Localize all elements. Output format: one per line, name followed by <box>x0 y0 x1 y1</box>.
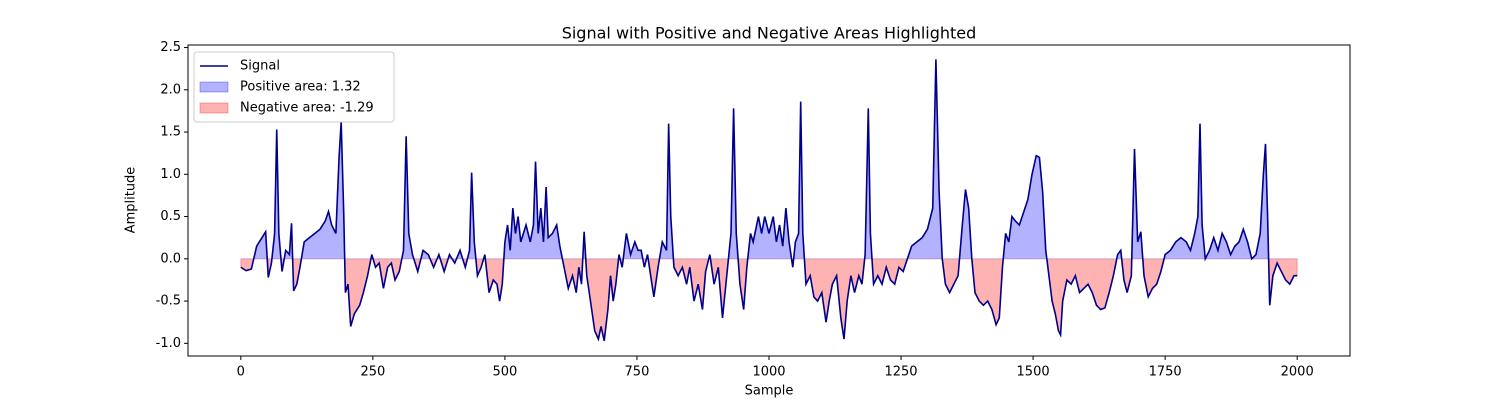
x-tick-label: 1750 <box>1149 365 1182 380</box>
x-tick-label: 1000 <box>752 365 785 380</box>
legend-label: Positive area: 1.32 <box>240 80 361 95</box>
x-tick-label: 500 <box>492 365 517 380</box>
x-tick-label: 1500 <box>1017 365 1050 380</box>
x-tick-label: 0 <box>237 365 245 380</box>
y-tick-label: 1.0 <box>160 167 181 182</box>
legend-swatch <box>199 102 229 114</box>
fill-area <box>240 258 1298 341</box>
y-tick-label: 0.0 <box>160 251 181 266</box>
y-tick-label: 2.0 <box>160 82 181 97</box>
axes-frame <box>187 44 1351 357</box>
y-tick-label: -0.5 <box>156 294 181 309</box>
chart-title: Signal with Positive and Negative Areas … <box>562 24 977 43</box>
signal-line <box>240 59 1298 342</box>
x-tick-label: 750 <box>625 365 650 380</box>
y-tick-label: 2.5 <box>160 40 181 55</box>
legend-label: Signal <box>240 59 280 74</box>
x-tick-label: 250 <box>360 365 385 380</box>
y-axis-label: Amplitude <box>124 167 139 234</box>
legend-label: Negative area: -1.29 <box>240 101 374 116</box>
legend-box <box>193 51 395 123</box>
x-axis-label: Sample <box>745 384 794 399</box>
x-tick-label: 2000 <box>1281 365 1314 380</box>
y-tick-label: -1.0 <box>156 336 181 351</box>
x-tick-label: 1250 <box>884 365 917 380</box>
fill-area <box>240 59 1298 259</box>
legend-swatch <box>199 81 229 93</box>
y-tick-label: 0.5 <box>160 209 181 224</box>
legend: Signal Positive area: 1.32 Negative area: … <box>193 51 395 123</box>
y-tick-label: 1.5 <box>160 125 181 140</box>
